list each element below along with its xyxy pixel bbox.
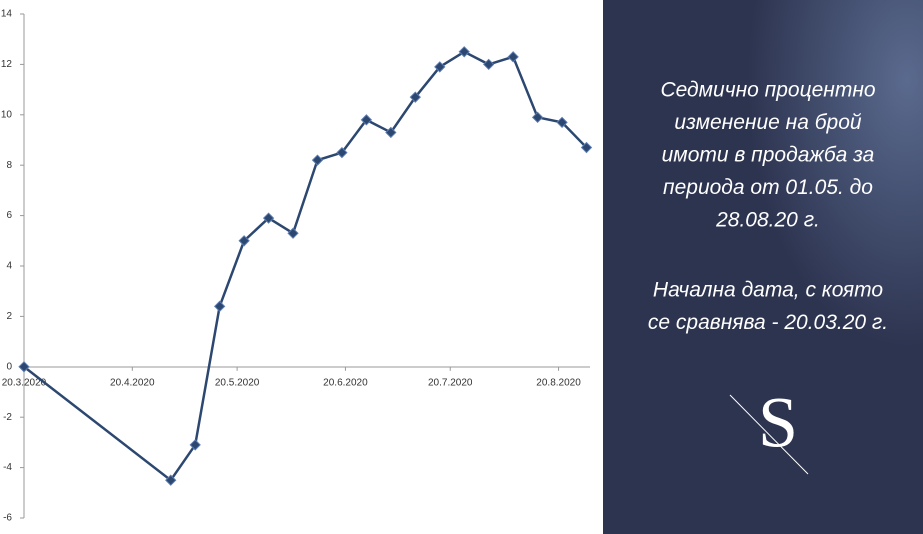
point-marker: [385, 126, 397, 139]
y-tick-label: 12: [1, 59, 13, 70]
y-tick-label: -2: [3, 412, 12, 423]
point-marker: [507, 51, 519, 63]
point-marker: [189, 439, 201, 451]
point-marker: [409, 91, 421, 103]
panel-text: изменение на брой: [674, 111, 862, 134]
panel-text: Седмично процентно: [660, 79, 875, 102]
point-marker: [556, 116, 568, 129]
panel-text: се сравнява - 20.03.20 г.: [648, 311, 888, 334]
logo: S: [758, 383, 798, 463]
y-tick-label: 8: [6, 160, 12, 171]
point-marker: [311, 154, 324, 166]
chart-bg: [0, 0, 603, 534]
panel-text: имоти в продажба за: [662, 144, 875, 167]
y-tick-label: -4: [3, 462, 12, 473]
panel-text: 28.08.20 г.: [715, 209, 820, 232]
y-tick-label: -6: [3, 513, 12, 524]
y-tick-label: 0: [6, 361, 12, 372]
x-tick-label: 20.4.2020: [110, 377, 155, 388]
point-marker: [213, 300, 226, 312]
point-marker: [18, 361, 30, 373]
x-tick-label: 20.8.2020: [536, 377, 581, 388]
point-marker: [262, 212, 275, 224]
panel-text: Начална дата, с която: [653, 279, 884, 302]
point-marker: [287, 227, 299, 239]
y-tick-label: 2: [6, 311, 12, 322]
point-marker: [336, 146, 348, 159]
x-tick-label: 20.5.2020: [215, 377, 260, 388]
x-tick-label: 20.7.2020: [428, 377, 473, 388]
y-tick-label: 4: [6, 261, 12, 272]
point-marker: [483, 58, 495, 71]
point-marker: [531, 111, 544, 123]
panel-text: периода от 01.05. до: [663, 176, 873, 199]
point-marker: [458, 46, 470, 58]
y-tick-label: 6: [6, 210, 12, 221]
point-marker: [360, 114, 373, 126]
logo-line: [729, 394, 809, 475]
y-tick-label: 14: [1, 9, 13, 20]
point-marker: [434, 61, 446, 73]
point-marker: [238, 235, 250, 247]
point-marker: [165, 474, 177, 486]
x-tick-label: 20.3.2020: [2, 377, 47, 388]
y-tick-label: 10: [1, 109, 13, 120]
side-panel: [603, 0, 923, 534]
x-tick-label: 20.6.2020: [323, 377, 368, 388]
point-marker: [580, 141, 593, 154]
